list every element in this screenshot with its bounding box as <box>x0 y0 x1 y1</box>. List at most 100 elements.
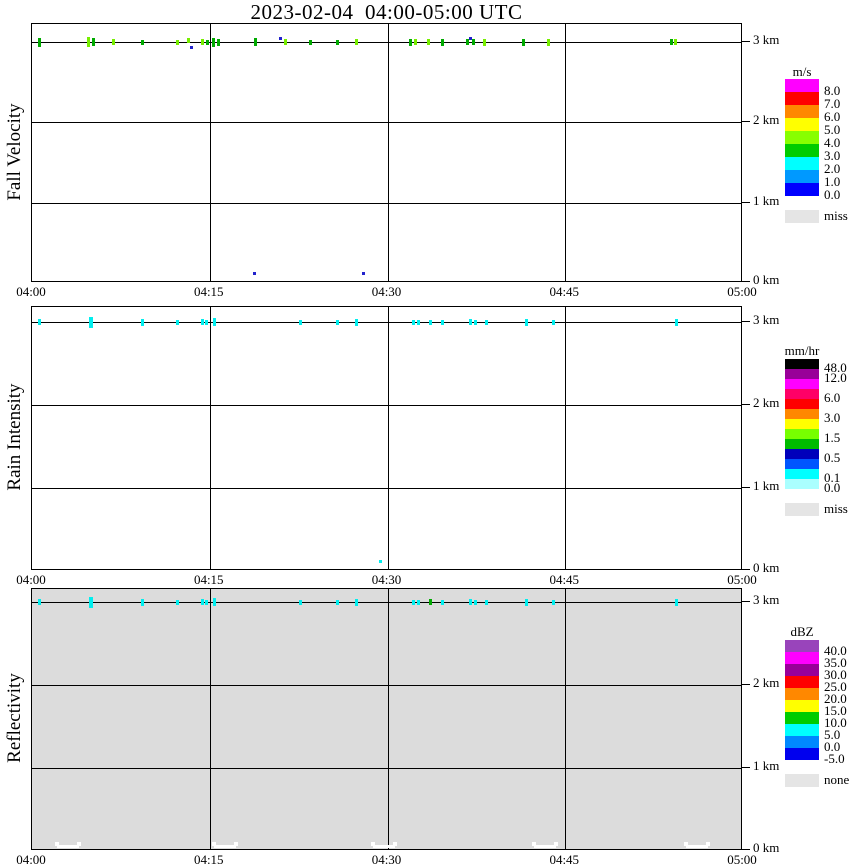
data-point <box>141 40 144 45</box>
data-point <box>176 320 179 325</box>
data-point <box>379 560 382 563</box>
legend-cell <box>785 429 819 439</box>
panel-rain-intensity <box>31 306 742 570</box>
legend-cell-label: 3.0 <box>824 148 841 163</box>
altitude-tick <box>742 121 750 122</box>
missing-data-notch <box>55 842 59 846</box>
data-point <box>254 38 257 46</box>
legend-miss-swatch <box>785 503 819 516</box>
legend-cell <box>785 664 819 676</box>
data-point <box>675 599 678 606</box>
data-point <box>670 39 673 45</box>
altitude-gridline <box>32 122 741 123</box>
legend-cell <box>785 170 819 183</box>
legend-title: dBZ <box>790 624 814 639</box>
missing-data-notch <box>684 842 688 846</box>
legend-cell <box>785 724 819 736</box>
missing-data-notch <box>686 845 708 848</box>
legend-cell-label: 12.0 <box>824 370 847 385</box>
data-point <box>336 600 339 605</box>
legend-cell-label: 3.0 <box>824 410 841 425</box>
legend-cell <box>785 439 819 449</box>
altitude-label: 2 km <box>753 395 780 410</box>
time-gridline <box>210 24 211 281</box>
legend-cell-label: 5.0 <box>824 727 841 742</box>
legend-cell-label: 15.0 <box>824 703 847 718</box>
legend-miss-label: miss <box>824 501 848 516</box>
legend-cell-label: 7.0 <box>824 96 841 111</box>
data-point <box>190 46 193 49</box>
legend-cell-label: 0.1 <box>824 470 841 485</box>
data-point <box>187 38 190 43</box>
legend-cell <box>785 369 819 379</box>
data-point <box>362 272 365 275</box>
altitude-label: 1 km <box>753 758 780 773</box>
x-tick-label: 04:00 <box>16 852 46 867</box>
missing-data-notch <box>534 845 556 848</box>
legend-cell-label: 1.5 <box>824 430 841 445</box>
altitude-label: 2 km <box>753 112 780 127</box>
data-point <box>112 39 115 45</box>
data-point <box>201 319 204 325</box>
data-point <box>201 39 204 45</box>
data-point <box>89 597 93 608</box>
x-tick-label: 04:15 <box>193 572 224 587</box>
altitude-label: 1 km <box>753 193 780 208</box>
time-gridline <box>565 24 566 281</box>
legend-cell-label: 5.0 <box>824 122 841 137</box>
data-point <box>675 319 678 326</box>
legend-cell <box>785 79 819 92</box>
data-point <box>429 599 432 605</box>
altitude-label: 1 km <box>753 478 780 493</box>
legend-cell <box>785 144 819 157</box>
data-point <box>284 39 287 45</box>
legend-cell <box>785 640 819 652</box>
x-tick-label: 04:45 <box>549 284 580 299</box>
data-point <box>552 600 555 605</box>
data-point <box>485 320 488 325</box>
altitude-tick <box>742 767 750 768</box>
altitude-tick <box>742 601 750 602</box>
data-point <box>485 600 488 605</box>
data-point <box>409 39 412 46</box>
data-point <box>141 319 144 326</box>
data-point <box>38 38 41 47</box>
x-tick-label: 04:15 <box>193 284 224 299</box>
legend-cell-label: 35.0 <box>824 655 847 670</box>
altitude-gridline <box>32 768 741 769</box>
legend-cell <box>785 736 819 748</box>
data-point <box>525 599 528 606</box>
data-point <box>474 600 477 605</box>
legend-cell <box>785 676 819 688</box>
page-title: 2023-02-04 04:00-05:00 UTC <box>250 0 523 24</box>
data-point <box>336 40 339 45</box>
altitude-label: 0 km <box>753 560 780 575</box>
data-point <box>412 320 415 325</box>
data-point <box>441 39 444 46</box>
data-point <box>472 39 475 45</box>
legend-cell-label: 6.0 <box>824 109 841 124</box>
missing-data-notch <box>706 842 710 846</box>
data-point <box>674 39 677 45</box>
x-tick-label: 04:00 <box>16 572 46 587</box>
altitude-tick <box>742 202 750 203</box>
legend-miss-label: none <box>824 772 850 787</box>
data-point <box>552 320 555 325</box>
data-point <box>299 600 302 605</box>
legend-title: m/s <box>792 64 812 79</box>
time-gridline <box>210 307 211 569</box>
data-point <box>412 600 415 605</box>
altitude-label: 3 km <box>753 312 780 327</box>
data-point <box>92 38 95 46</box>
x-tick-label: 04:45 <box>549 572 580 587</box>
legend-cell-label: 0.0 <box>824 480 841 495</box>
legend-cell-label: 25.0 <box>824 679 847 694</box>
altitude-label: 0 km <box>753 840 780 855</box>
legend-cell <box>785 399 819 409</box>
legend-cell <box>785 409 819 419</box>
data-point <box>441 320 444 325</box>
altitude-label: 3 km <box>753 592 780 607</box>
data-point <box>309 40 312 45</box>
legend-cell-label: -5.0 <box>824 751 845 766</box>
